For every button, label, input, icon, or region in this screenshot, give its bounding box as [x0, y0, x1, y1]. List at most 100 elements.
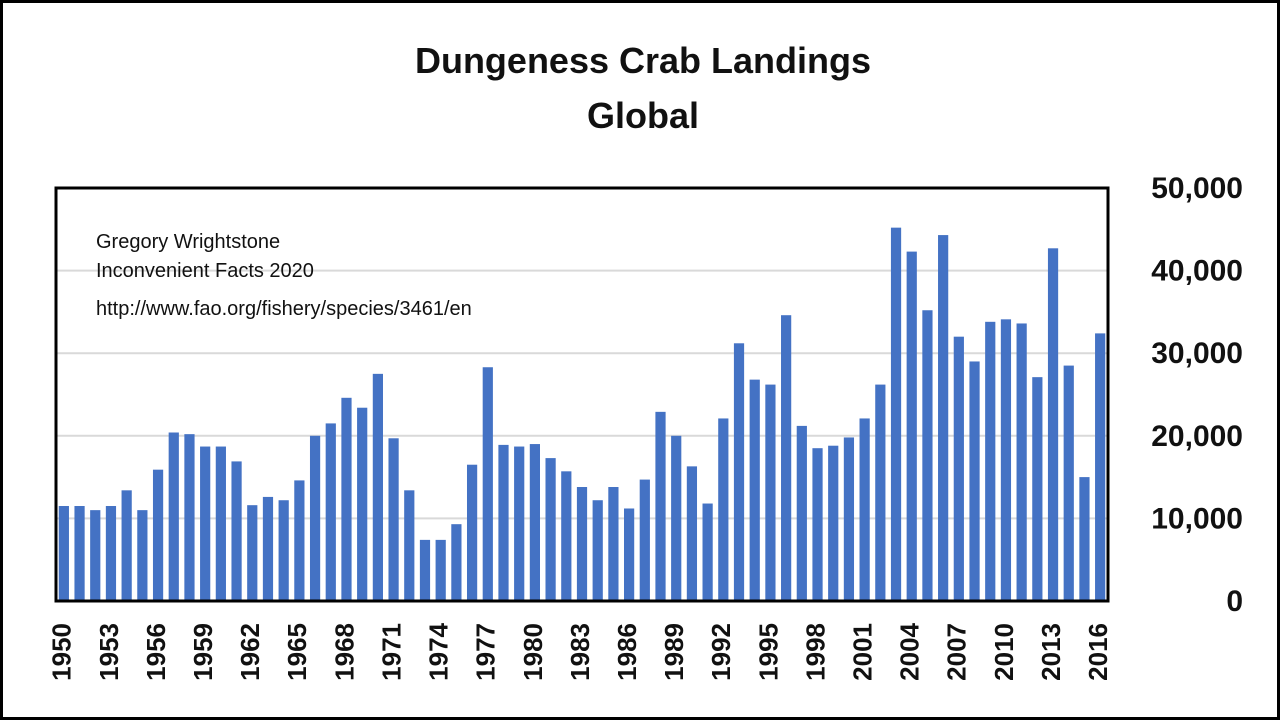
x-tick-label: 1953	[94, 623, 124, 681]
bar-1950	[58, 506, 69, 601]
bar-1965	[294, 480, 305, 601]
bar-2012	[1032, 377, 1043, 601]
x-tick-label: 1971	[376, 623, 406, 681]
bar-2016	[1095, 333, 1106, 601]
bar-1993	[733, 343, 745, 601]
x-tick-label: 2010	[989, 623, 1019, 681]
bar-1955	[137, 510, 148, 601]
bar-1988	[655, 411, 666, 601]
bar-1956	[152, 469, 164, 601]
bar-1957	[168, 432, 179, 601]
bar-2008	[969, 361, 980, 601]
x-tick-label: 1977	[471, 623, 501, 681]
author-annotation: Gregory Wrightstone	[96, 231, 280, 253]
y-axis-tick-labels: 0 10,000 20,000 30,000 40,000 50,000	[1151, 172, 1243, 618]
bar-1999	[828, 445, 839, 601]
x-tick-label: 1962	[235, 623, 265, 681]
y-tick-label: 40,000	[1151, 255, 1243, 288]
bar-2000	[843, 437, 855, 601]
y-tick-label: 50,000	[1151, 172, 1243, 205]
bar-1991	[702, 503, 713, 601]
bar-1964	[278, 500, 289, 601]
bar-1972	[404, 490, 415, 601]
bar-2009	[985, 321, 996, 601]
bar-1984	[592, 500, 603, 601]
y-tick-label: 10,000	[1151, 502, 1243, 535]
x-tick-label: 1983	[565, 623, 595, 681]
bar-1952	[90, 510, 101, 601]
bar-1987	[639, 479, 650, 601]
bar-1959	[200, 446, 211, 601]
bar-2011	[1016, 323, 1027, 601]
bar-1978	[498, 444, 509, 601]
bar-2003	[890, 227, 902, 601]
x-tick-label: 1980	[518, 623, 548, 681]
bar-1976	[466, 464, 478, 601]
bar-1982	[561, 471, 572, 601]
chart-subtitle: Global	[587, 95, 699, 136]
x-tick-label: 1986	[612, 623, 642, 681]
bar-1989	[671, 435, 682, 601]
bar-1969	[357, 407, 368, 601]
source-url-annotation: http://www.fao.org/fishery/species/3461/…	[96, 298, 472, 320]
bar-2015	[1079, 477, 1090, 601]
bar-1961	[231, 461, 242, 601]
x-tick-label: 1956	[141, 623, 171, 681]
bar-1998	[812, 448, 823, 601]
bar-2006	[938, 235, 949, 601]
bar-1970	[372, 373, 383, 601]
book-annotation: Inconvenient Facts 2020	[96, 260, 314, 282]
bar-1962	[247, 505, 258, 601]
bar-1997	[796, 425, 807, 601]
x-tick-label: 1995	[753, 623, 783, 681]
x-tick-label: 1959	[188, 623, 218, 681]
bar-1985	[608, 487, 619, 601]
bar-1973	[419, 539, 431, 601]
bar-1992	[718, 418, 729, 601]
bar-1971	[388, 438, 399, 601]
bar-2005	[922, 310, 933, 601]
bar-2014	[1063, 365, 1074, 601]
bar-1966	[309, 435, 321, 601]
bar-2010	[1000, 319, 1012, 601]
chart-title: Dungeness Crab Landings	[415, 40, 871, 81]
bar-1979	[514, 446, 525, 601]
x-tick-label: 1965	[282, 623, 312, 681]
x-tick-label: 1968	[329, 623, 359, 681]
bar-2001	[859, 418, 870, 601]
bar-2002	[875, 384, 886, 601]
bar-1977	[482, 367, 493, 601]
x-tick-label: 2016	[1083, 623, 1113, 681]
x-tick-label: 1950	[47, 623, 77, 681]
x-tick-label: 2001	[848, 623, 878, 681]
bar-2013	[1047, 248, 1059, 602]
bar-1986	[624, 508, 635, 601]
bar-1996	[781, 315, 792, 601]
plot-area-border	[54, 186, 1110, 603]
x-tick-label: 1992	[706, 623, 736, 681]
bar-1958	[184, 434, 195, 601]
x-tick-label: 1989	[659, 623, 689, 681]
bar-1953	[105, 506, 117, 601]
bar-2007	[953, 336, 964, 601]
bar-1954	[121, 490, 132, 601]
bar-2004	[906, 251, 917, 601]
bar-1983	[576, 487, 588, 601]
bar-1980	[529, 444, 540, 601]
x-tick-label: 2007	[942, 623, 972, 681]
bar-series	[58, 227, 1106, 602]
bar-1990	[686, 466, 698, 601]
bar-1967	[325, 423, 336, 601]
y-tick-label: 30,000	[1151, 337, 1243, 370]
x-tick-label: 1974	[424, 622, 454, 680]
x-tick-label: 2013	[1036, 623, 1066, 681]
bar-1995	[765, 384, 776, 601]
bar-1974	[435, 539, 446, 601]
bar-1963	[262, 496, 274, 601]
bar-1968	[341, 397, 352, 601]
x-axis-tick-labels: 1950 1953 1956 1959 1962 1965 1968 1971 1974 1977…	[47, 622, 1113, 680]
bar-1994	[749, 379, 760, 601]
bar-1951	[74, 506, 85, 601]
x-tick-label: 1998	[800, 623, 830, 681]
